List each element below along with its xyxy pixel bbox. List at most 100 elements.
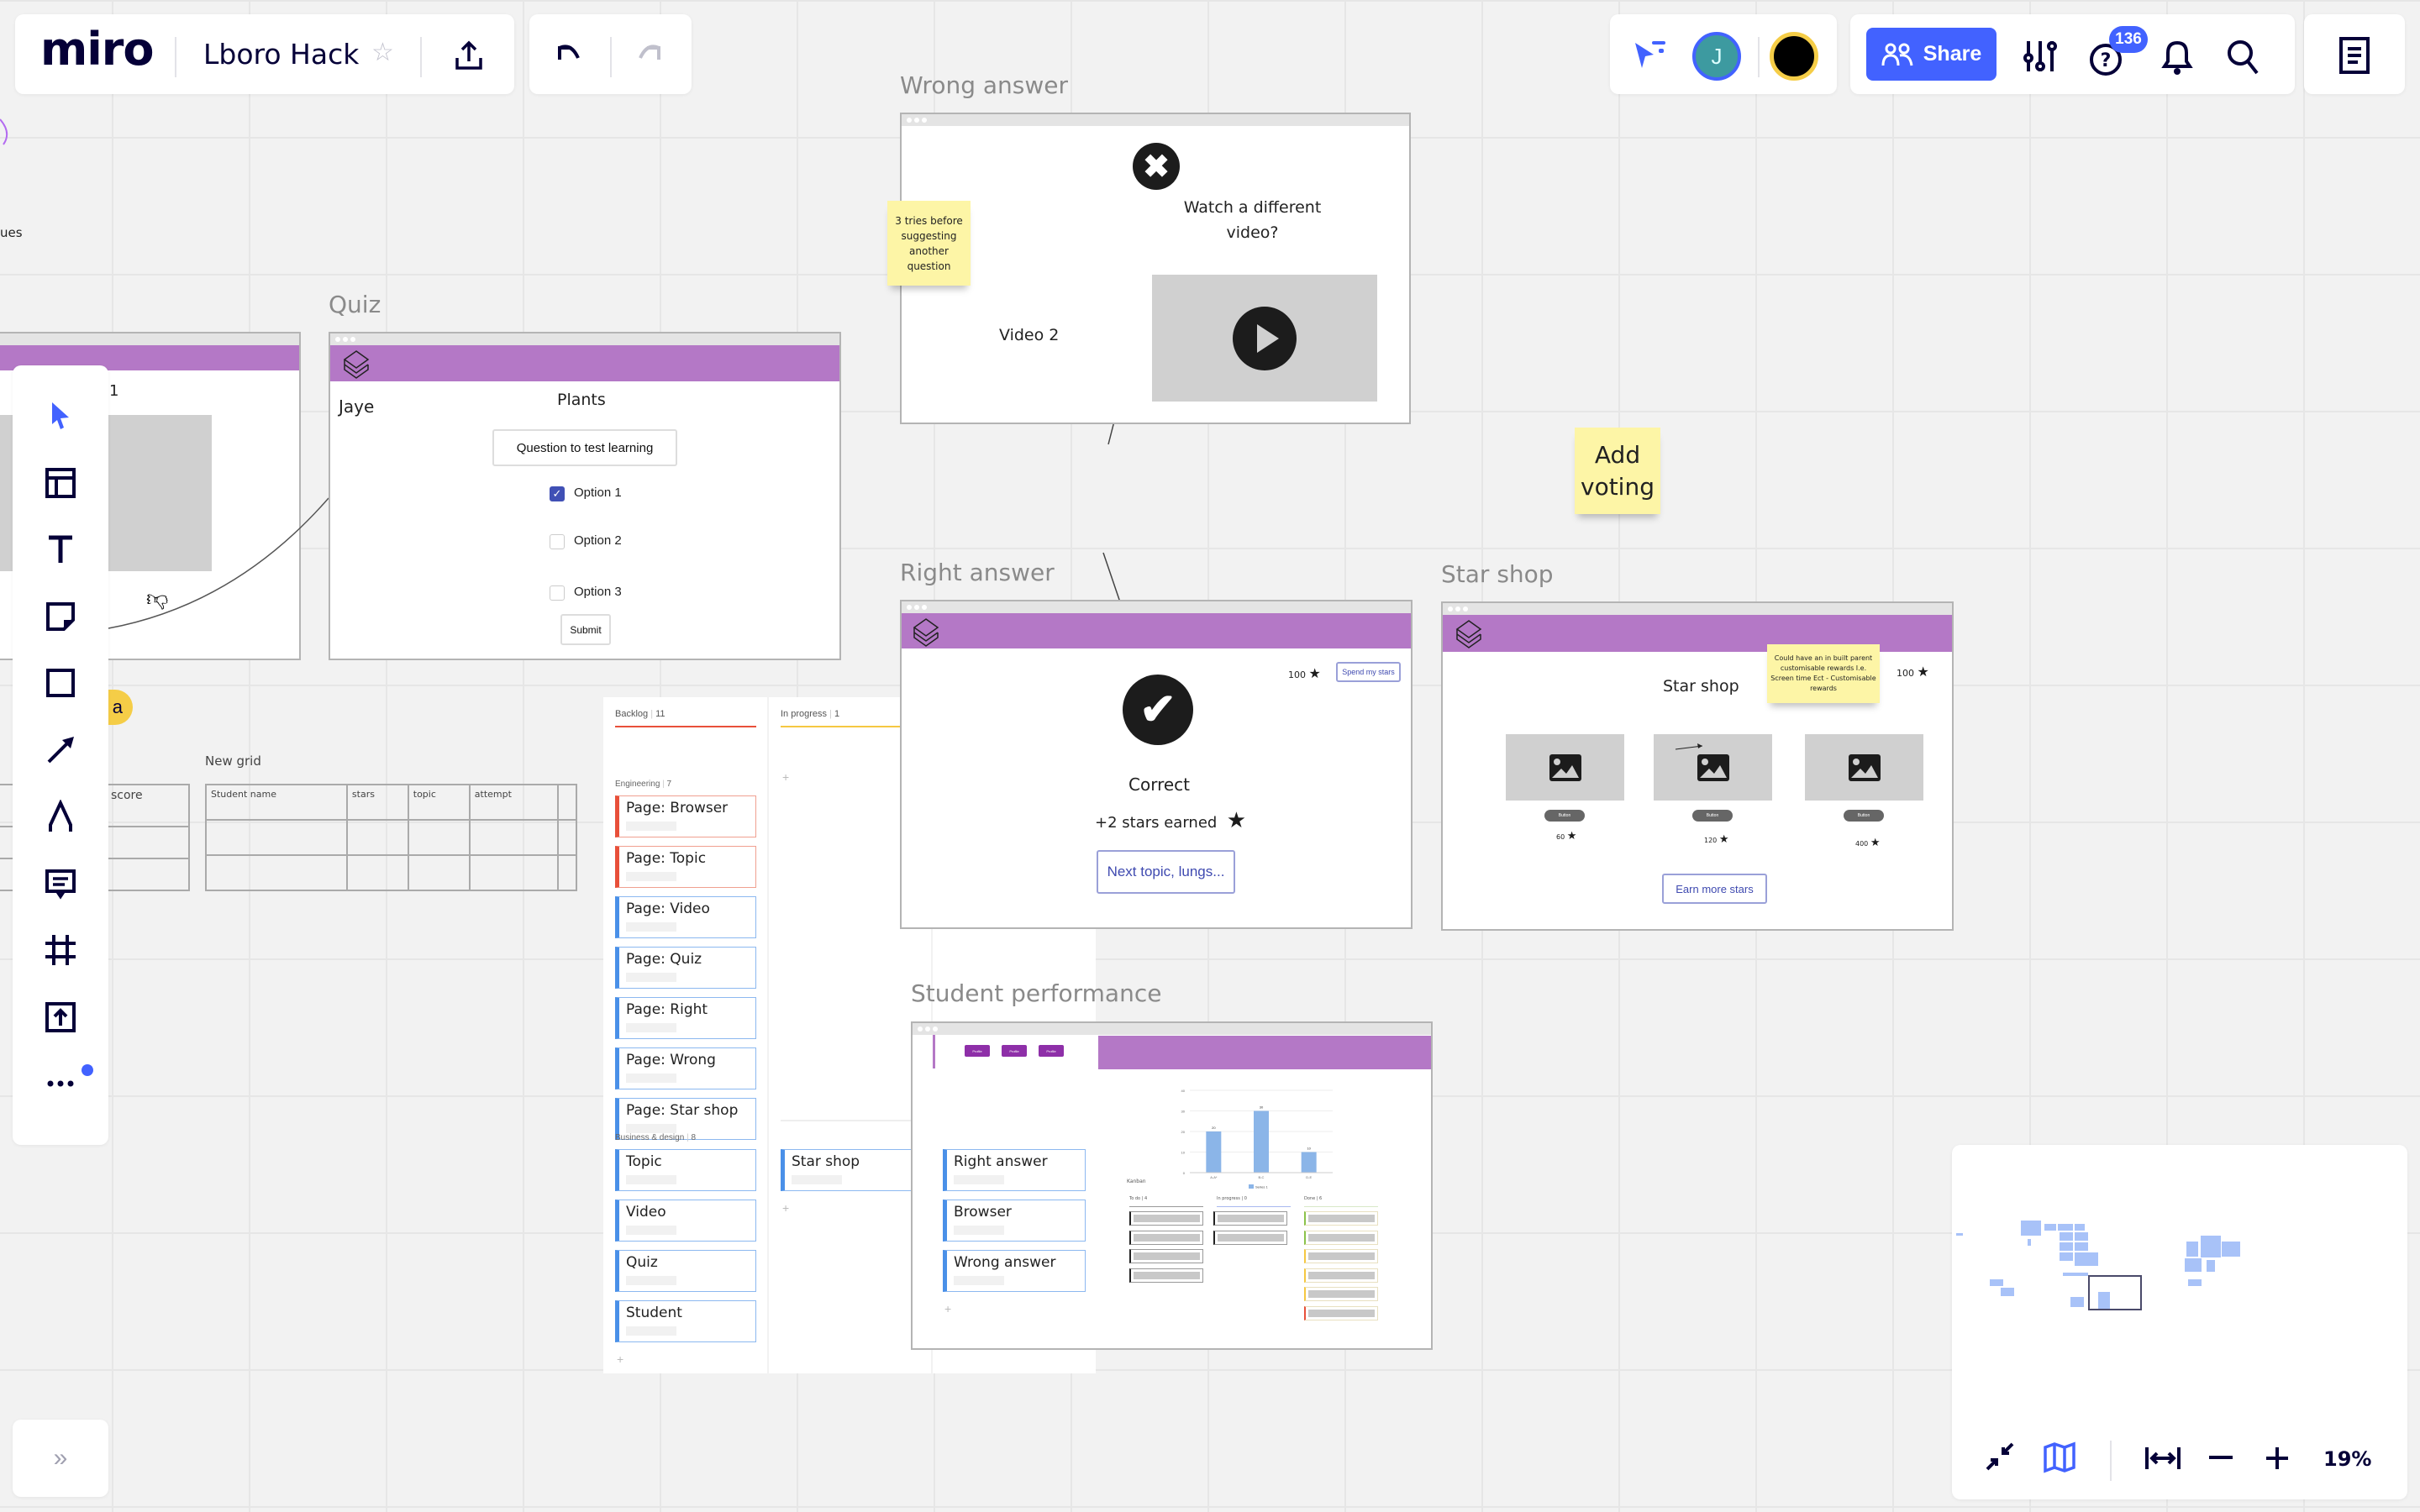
tool-more[interactable]	[13, 1058, 108, 1109]
map-icon[interactable]	[2043, 1441, 2076, 1474]
price-value: 400	[1855, 840, 1869, 848]
kanban-card[interactable]: Wrong answer	[943, 1250, 1086, 1292]
kanban-card[interactable]: Browser	[943, 1200, 1086, 1242]
tool-shape[interactable]	[13, 658, 108, 708]
user-name: Jaye	[339, 396, 375, 417]
tool-upload[interactable]	[13, 992, 108, 1042]
kanban-card[interactable]: Right answer	[943, 1149, 1086, 1191]
option-3-checkbox[interactable]	[550, 585, 565, 601]
avatar[interactable]: J	[1692, 32, 1741, 81]
zoom-out-button[interactable]	[2209, 1456, 2233, 1459]
kanban-card[interactable]: Page: Video	[615, 896, 756, 938]
follow-cursor-icon[interactable]	[1634, 39, 1670, 73]
minimap[interactable]	[1952, 1145, 2407, 1422]
swimlane-label: Engineering | 7	[615, 780, 672, 789]
tool-frame[interactable]	[13, 925, 108, 975]
next-topic-button[interactable]: Next topic, lungs...	[1097, 850, 1235, 894]
expand-panel-button[interactable]: »	[13, 1420, 108, 1497]
settings-sliders-icon[interactable]	[2023, 38, 2057, 75]
help-icon[interactable]: ?	[2089, 39, 2128, 78]
board-title[interactable]: Lboro Hack	[203, 38, 360, 71]
buy-button[interactable]: Button	[1692, 810, 1733, 822]
minimap-block	[2001, 1288, 2015, 1296]
search-icon[interactable]	[2225, 38, 2262, 76]
kanban-card[interactable]: Page: Browser	[615, 795, 756, 837]
buy-button[interactable]: Button	[1544, 810, 1585, 822]
users-icon	[1881, 43, 1913, 66]
kanban-card[interactable]: Student	[615, 1300, 756, 1342]
kanban-card[interactable]: Page: Star shop	[615, 1098, 756, 1140]
sticky-note-tries[interactable]: 3 tries before suggesting another questi…	[887, 201, 971, 286]
minimap-block	[2060, 1232, 2074, 1241]
profile-button[interactable]: Profile	[965, 1045, 990, 1057]
share-button[interactable]: Share	[1866, 28, 1996, 81]
frame-icon	[45, 935, 76, 965]
play-icon[interactable]	[1233, 306, 1297, 370]
add-card-button[interactable]: +	[944, 1302, 952, 1315]
tool-comment[interactable]	[13, 858, 108, 909]
sticky-note-rewards[interactable]: Could have an in built parent customisab…	[1767, 644, 1880, 703]
mini-kanban-card	[1129, 1230, 1203, 1245]
kanban-card[interactable]: Page: Right	[615, 997, 756, 1039]
arrow-icon	[47, 736, 74, 763]
option-1-checkbox[interactable]: ✓	[550, 486, 565, 501]
frame-quiz[interactable]: Jaye Plants Question to test learning ✓ …	[329, 332, 841, 660]
more-icon	[47, 1080, 74, 1087]
tool-text[interactable]	[13, 524, 108, 575]
kanban-card[interactable]: Topic	[615, 1149, 756, 1191]
add-card-button[interactable]: +	[782, 770, 790, 784]
profile-button[interactable]: Profile	[1039, 1045, 1064, 1057]
add-card-button[interactable]: +	[782, 1201, 790, 1215]
minimap-block	[1956, 1233, 1963, 1236]
kanban-card[interactable]: Quiz	[615, 1250, 756, 1292]
zoom-level[interactable]: 19%	[2323, 1447, 2372, 1471]
star-favorite-icon[interactable]: ☆	[371, 39, 394, 66]
frame-wrong-answer[interactable]: ✖ Watch a different video? Video 2	[900, 113, 1411, 424]
option-2-checkbox[interactable]	[550, 534, 565, 549]
kanban-card[interactable]: Video	[615, 1200, 756, 1242]
video-player[interactable]	[1152, 275, 1377, 402]
star-icon: ★	[1870, 837, 1881, 849]
notifications-bell-icon[interactable]	[2160, 38, 2195, 76]
mini-kanban-card	[1213, 1211, 1287, 1226]
submit-button[interactable]: Submit	[560, 614, 611, 645]
fit-to-screen-icon[interactable]	[2144, 1444, 2182, 1473]
minimap-block	[2070, 1297, 2085, 1307]
kanban-card[interactable]: Page: Quiz	[615, 947, 756, 989]
undo-icon[interactable]	[551, 39, 585, 70]
kanban-card[interactable]: Star shop	[781, 1149, 920, 1191]
minimap-block	[2028, 1239, 2032, 1246]
miro-logo[interactable]: miro	[40, 23, 155, 76]
minimap-panel: 19%	[1952, 1145, 2407, 1499]
books-logo-icon	[913, 618, 939, 647]
kanban-card[interactable]: Page: Wrong	[615, 1047, 756, 1089]
earn-more-stars-button[interactable]: Earn more stars	[1662, 874, 1767, 904]
frame-right-answer[interactable]: 100 ★ Spend my stars ✔ Correct +2 stars …	[900, 600, 1413, 929]
collapse-icon[interactable]	[1984, 1441, 2016, 1473]
sticky-text: Could have an in built parent customisab…	[1770, 654, 1876, 692]
new-grid[interactable]: Student name stars topic attempt	[205, 784, 578, 891]
kanban-card[interactable]: Page: Topic	[615, 846, 756, 888]
tool-select[interactable]	[13, 391, 108, 441]
sticky-note-add-voting[interactable]: Add voting	[1575, 428, 1660, 514]
buy-button[interactable]: Button	[1844, 810, 1884, 822]
redo-icon[interactable]	[634, 39, 667, 70]
profile-button[interactable]: Profile	[1002, 1045, 1027, 1057]
bar	[1206, 1131, 1222, 1173]
spend-stars-button[interactable]: Spend my stars	[1336, 662, 1401, 682]
image-icon	[1549, 753, 1581, 781]
shop-heading: Star shop	[1663, 677, 1739, 696]
legend-label: Series 1	[1255, 1185, 1268, 1189]
tool-arrow[interactable]	[13, 725, 108, 775]
avatar-current-user[interactable]	[1770, 32, 1818, 81]
export-icon[interactable]	[452, 39, 486, 73]
zoom-in-button[interactable]	[2265, 1446, 2290, 1471]
grid-header: stars	[345, 784, 409, 821]
add-card-button[interactable]: +	[617, 1352, 624, 1366]
board-notes-icon[interactable]	[2338, 36, 2371, 75]
minimap-viewport[interactable]	[2088, 1275, 2142, 1310]
frame-student-performance[interactable]: Profile Profile Profile 0 10 20 30 40 20 A-A* 30 B…	[911, 1021, 1433, 1350]
tool-pen[interactable]	[13, 791, 108, 842]
tool-sticky-note[interactable]	[13, 591, 108, 642]
tool-templates[interactable]	[13, 458, 108, 508]
